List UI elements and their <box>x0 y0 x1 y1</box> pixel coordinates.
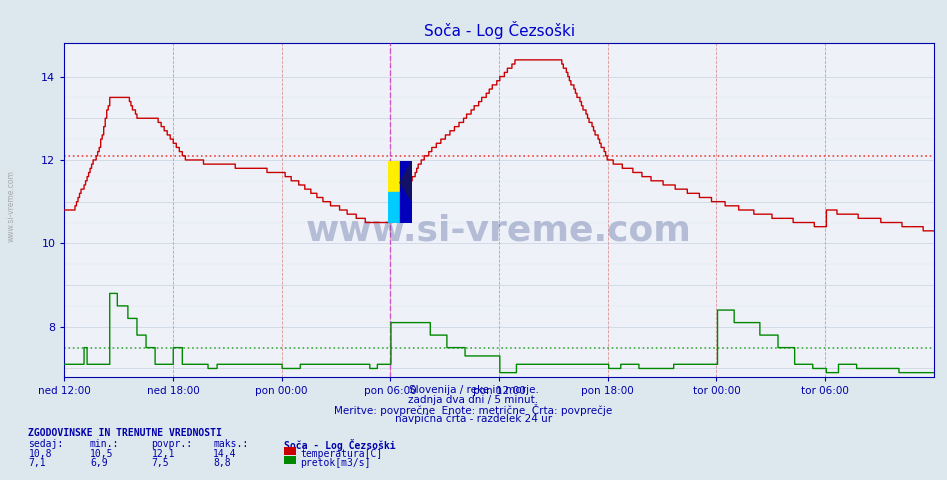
Text: 7,5: 7,5 <box>152 458 170 468</box>
Text: 14,4: 14,4 <box>213 449 237 459</box>
Text: maks.:: maks.: <box>213 439 248 449</box>
Title: Soča - Log Čezsoški: Soča - Log Čezsoški <box>423 21 575 39</box>
Text: 7,1: 7,1 <box>28 458 46 468</box>
Text: www.si-vreme.com: www.si-vreme.com <box>306 213 692 247</box>
Text: min.:: min.: <box>90 439 119 449</box>
Text: navpična črta - razdelek 24 ur: navpična črta - razdelek 24 ur <box>395 414 552 424</box>
Text: www.si-vreme.com: www.si-vreme.com <box>7 170 16 242</box>
Text: Meritve: povprečne  Enote: metrične  Črta: povprečje: Meritve: povprečne Enote: metrične Črta:… <box>334 404 613 416</box>
Text: povpr.:: povpr.: <box>152 439 192 449</box>
Text: 12,1: 12,1 <box>152 449 175 459</box>
Bar <box>388 192 401 223</box>
Text: ZGODOVINSKE IN TRENUTNE VREDNOSTI: ZGODOVINSKE IN TRENUTNE VREDNOSTI <box>28 428 223 438</box>
Text: 8,8: 8,8 <box>213 458 231 468</box>
Text: sedaj:: sedaj: <box>28 439 63 449</box>
Text: Soča - Log Čezsoški: Soča - Log Čezsoški <box>284 439 396 451</box>
Text: 10,5: 10,5 <box>90 449 114 459</box>
Text: temperatura[C]: temperatura[C] <box>300 449 383 459</box>
Text: 10,8: 10,8 <box>28 449 52 459</box>
Text: zadnja dva dni / 5 minut.: zadnja dva dni / 5 minut. <box>408 395 539 405</box>
Polygon shape <box>401 161 412 201</box>
Bar <box>401 161 412 223</box>
Text: Slovenija / reke in morje.: Slovenija / reke in morje. <box>408 385 539 395</box>
Bar <box>388 161 401 192</box>
Text: pretok[m3/s]: pretok[m3/s] <box>300 458 370 468</box>
Text: 6,9: 6,9 <box>90 458 108 468</box>
